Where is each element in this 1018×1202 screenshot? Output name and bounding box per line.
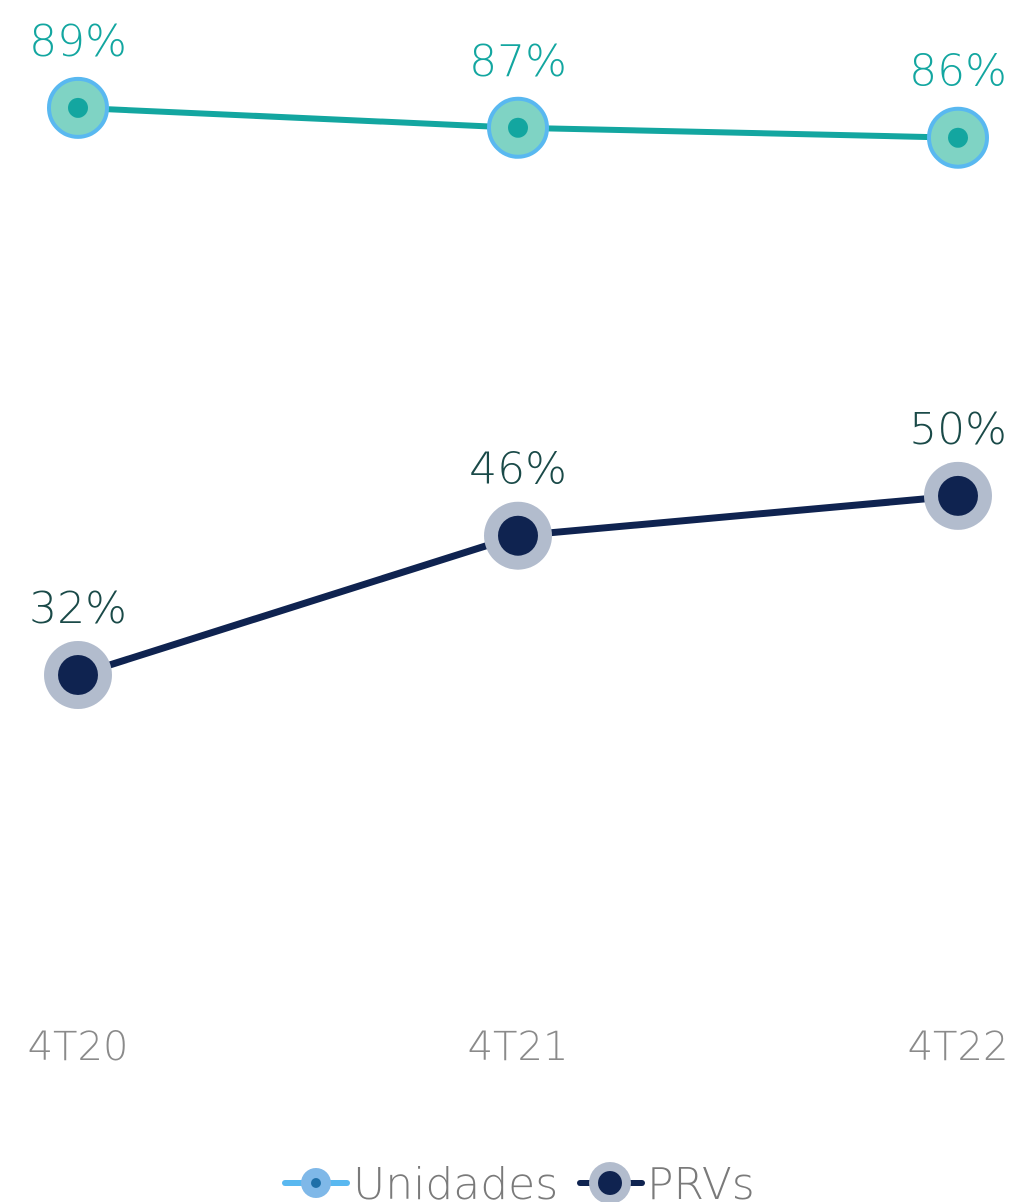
legend-prvs-label: PRVs xyxy=(647,1159,755,1202)
x-tick-label-4t22: 4T22 xyxy=(908,1024,1009,1070)
marker-dot-prvs-4t22 xyxy=(938,475,978,516)
x-tick-label-4t21: 4T21 xyxy=(468,1024,569,1070)
data-labels: 89% 87% 86% 32% 46% 50% xyxy=(29,16,1007,634)
data-label-unidades-4t22: 86% xyxy=(909,46,1007,97)
data-label-unidades-4t20: 89% xyxy=(29,16,127,67)
marker-dot-unidades-4t22 xyxy=(948,127,968,148)
legend-item-unidades: Unidades xyxy=(282,1159,558,1202)
series-lines xyxy=(74,104,962,679)
marker-dot-unidades-4t20 xyxy=(68,97,88,118)
data-label-prvs-4t22: 50% xyxy=(909,404,1007,455)
marker-dot-prvs-4t21 xyxy=(498,515,538,556)
legend-item-prvs: PRVs xyxy=(577,1159,755,1202)
legend-prvs-marker-dot xyxy=(598,1171,622,1195)
series-markers xyxy=(44,76,992,709)
legend-unidades-marker-dot xyxy=(311,1178,321,1188)
marker-dot-prvs-4t20 xyxy=(58,655,98,695)
data-label-prvs-4t21: 46% xyxy=(469,444,567,495)
data-label-prvs-4t20: 32% xyxy=(29,583,127,634)
legend: Unidades PRVs xyxy=(282,1159,755,1202)
data-label-unidades-4t21: 87% xyxy=(469,36,567,87)
x-axis-tick-labels: 4T20 4T21 4T22 xyxy=(28,1024,1009,1070)
x-tick-label-4t20: 4T20 xyxy=(28,1024,129,1070)
legend-unidades-label: Unidades xyxy=(353,1159,558,1202)
marker-dot-unidades-4t21 xyxy=(508,117,528,138)
